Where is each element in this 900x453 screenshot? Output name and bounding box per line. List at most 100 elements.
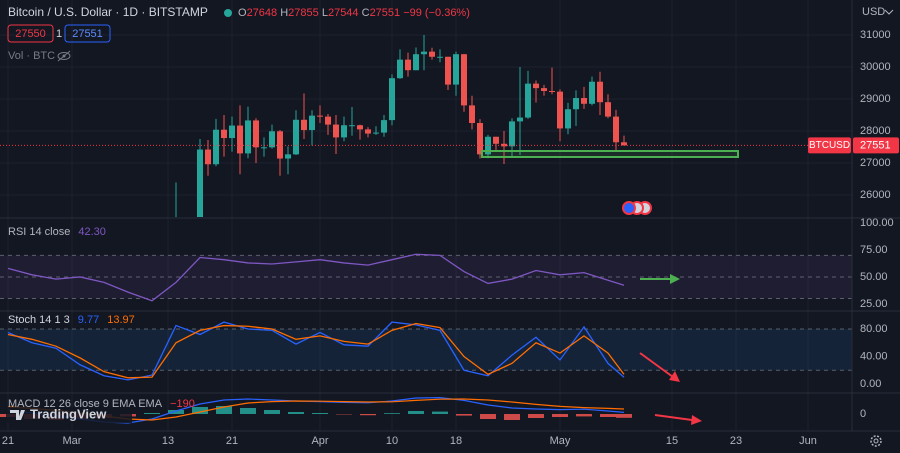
stoch-legend: Stoch 14 1 3 9.77 13.97 [8,314,135,326]
candle-body [557,91,563,129]
candle-body [437,56,443,58]
y-tick-label: 80.00 [860,323,888,335]
candle-body [493,136,499,144]
x-tick-label: 21 [2,435,14,447]
settings-icon[interactable] [870,435,882,447]
candle-body [333,124,339,138]
price-tag-label: 27551 [860,139,891,151]
candle-body [293,119,299,155]
candle-body [621,142,627,146]
candle-body [413,54,419,71]
indicator-line [7,321,625,381]
indicator-line [7,322,625,379]
rsi-legend: RSI 14 close 42.30 [8,226,106,238]
ohlc-value: 27551 [370,7,401,19]
buy-box[interactable] [64,24,111,43]
histogram-bar [288,412,304,414]
x-tick-label: May [550,435,571,447]
red-arrow [654,414,702,425]
histogram-bar [168,410,184,414]
histogram-bar [552,414,568,417]
y-tick-label: 40.00 [860,350,888,362]
histogram-bar [616,414,632,418]
ohlc-label: L [322,7,328,19]
x-tick-label: Jun [799,435,817,447]
marks-layer [0,35,852,424]
ohlc-label: O [238,7,247,19]
histogram-bar [456,414,472,416]
currency[interactable]: USD [862,6,885,18]
symbol-title: Bitcoin / U.S. Dollar · 1D · BITSTAMP [8,5,208,19]
currency-caret[interactable] [884,9,894,15]
symbol-label: BTCUSD [809,140,850,151]
rsi-title: RSI 14 close [8,226,70,238]
y-tick-label: 30000 [860,61,891,73]
header: Bitcoin / U.S. Dollar · 1D · BITSTAMP [8,5,208,19]
y-tick-label: 100.00 [860,217,894,229]
candle-body [325,116,331,125]
candle-body [597,81,603,103]
histogram-bar [432,411,448,414]
candle-body [581,98,587,104]
candle-body [229,125,235,139]
candle-body [549,90,555,92]
logo-text[interactable]: TradingView [30,406,107,421]
candle-body [469,105,475,123]
candle-body [533,83,539,89]
under-layer [0,0,852,431]
histogram-bar [504,414,520,420]
stoch-k-value: 9.77 [78,314,99,326]
candle-body [573,98,579,110]
bid[interactable]: 27550 [15,28,46,40]
market-status [224,9,232,17]
y-tick-label: 26000 [860,189,891,201]
ohlc: O27648 H27855 L27544 C27551 −99 (−0.36%) [238,7,470,19]
candle-body [405,59,411,71]
candle-body [461,54,467,106]
lines [7,321,625,381]
candle-body [453,54,459,85]
candle-body [309,115,315,131]
change: −99 (−0.36%) [403,7,470,19]
x-tick-label: 10 [386,435,398,447]
y-tick-label: 29000 [860,93,891,105]
candle-body [565,109,571,129]
ask[interactable]: 27551 [72,28,103,40]
histogram-bar [408,411,424,414]
y-tick-label: 27000 [860,157,891,169]
candle-body [397,59,403,79]
histogram-bar [192,407,208,414]
x-tick-label: 15 [666,435,678,447]
volume-label: Vol · BTC [8,50,55,62]
candle-body [245,120,251,154]
y-tick-label: 31000 [860,29,891,41]
histogram-bar [264,410,280,414]
sell-box[interactable] [7,24,54,43]
histogram-bar [240,408,256,414]
x-tick-label: 13 [162,435,174,447]
candle-body [349,125,355,127]
stoch-title: Stoch 14 1 3 [8,314,70,326]
y-tick-label: 0 [860,408,866,420]
support-box [481,150,739,158]
histogram-bar [312,413,328,414]
candle-body [213,129,219,165]
ohlc-value: 27855 [288,7,319,19]
stoch-d-value: 13.97 [107,314,135,326]
macd-legend: MACD 12 26 close 9 EMA EMA −190 [8,398,195,410]
candle-body [205,149,211,165]
symbol-tag [808,137,851,154]
band [0,328,852,371]
candle-body [197,149,203,217]
candle-body [421,51,427,55]
candle-body [605,102,611,117]
candle-body [285,154,291,159]
histogram-bar [144,413,160,414]
candle-body [445,56,451,85]
candle-body [341,125,347,138]
eye-icon[interactable] [57,50,71,62]
logo[interactable]: TradingView [6,406,132,423]
histogram-bar [480,414,496,419]
histogram-bar [216,406,232,414]
